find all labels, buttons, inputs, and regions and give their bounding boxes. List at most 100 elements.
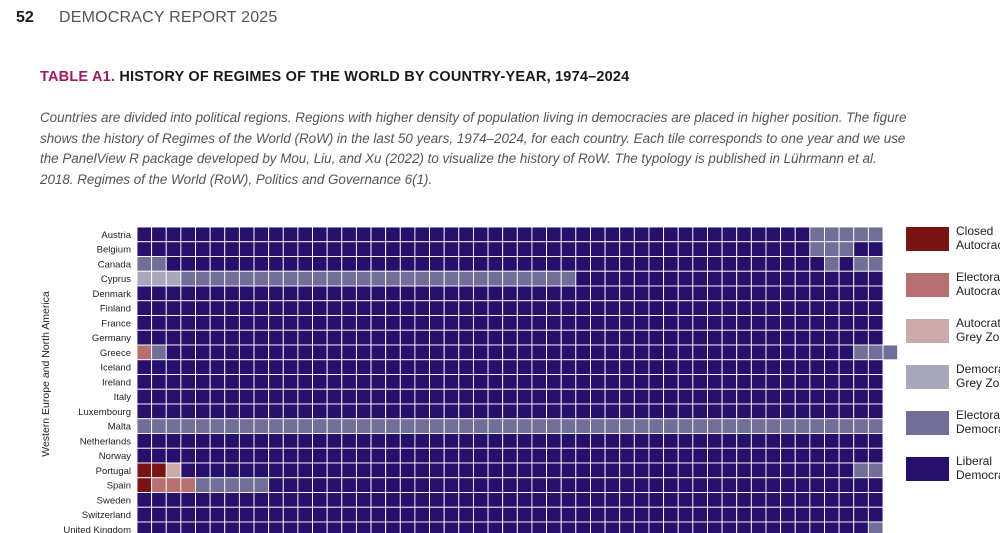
heatmap-cell <box>385 447 401 464</box>
heatmap-cell <box>809 418 825 434</box>
heatmap-cell <box>838 241 855 257</box>
heatmap-cell <box>326 447 343 464</box>
heatmap-cell <box>560 315 577 331</box>
heatmap-cell <box>238 359 255 375</box>
heatmap-cell <box>707 285 723 302</box>
heatmap-cell <box>458 418 474 434</box>
heatmap-cell <box>794 447 811 464</box>
heatmap-cell <box>838 359 855 375</box>
heatmap-cell <box>224 418 240 434</box>
heatmap-cell <box>458 403 474 420</box>
heatmap-cell <box>458 492 474 508</box>
heatmap-cell <box>648 403 665 420</box>
heatmap-cell <box>370 433 387 449</box>
heatmap-cell <box>721 418 738 434</box>
heatmap-cell <box>677 477 694 493</box>
heatmap-cell <box>824 403 840 420</box>
heatmap-cell <box>282 374 299 390</box>
heatmap-cell <box>282 256 299 272</box>
heatmap-cell <box>195 433 211 449</box>
heatmap-cell <box>399 433 416 449</box>
heatmap-cell <box>604 492 621 508</box>
heatmap-cell <box>253 270 270 287</box>
heatmap-cell <box>809 462 825 479</box>
heatmap-cell <box>487 226 504 243</box>
heatmap-cell <box>516 462 533 479</box>
heatmap-cell <box>297 315 313 331</box>
heatmap-cell <box>238 241 255 257</box>
heatmap-cell <box>794 462 811 479</box>
heatmap-cell <box>867 226 884 243</box>
heatmap-cell <box>429 300 445 316</box>
heatmap-cell <box>443 403 460 420</box>
heatmap-cell <box>765 447 782 464</box>
heatmap-cell <box>780 270 796 287</box>
heatmap-cell <box>560 388 577 405</box>
heatmap-cell <box>355 403 372 420</box>
heatmap-cell <box>619 226 635 243</box>
heatmap-cell <box>209 300 226 316</box>
heatmap-cell <box>765 374 782 390</box>
heatmap-cell <box>838 462 855 479</box>
heatmap-cell <box>502 300 518 316</box>
heatmap-cell <box>209 226 226 243</box>
heatmap-cell <box>516 374 533 390</box>
heatmap-cell <box>326 241 343 257</box>
heatmap-cell <box>516 315 533 331</box>
heatmap-cell <box>838 256 855 272</box>
heatmap-cell <box>180 374 196 390</box>
heatmap-cell <box>195 492 211 508</box>
heatmap-cell <box>341 447 357 464</box>
heatmap-cell <box>867 492 884 508</box>
heatmap-cell <box>516 256 533 272</box>
heatmap-cell <box>355 374 372 390</box>
heatmap-cell <box>180 492 196 508</box>
heatmap-cell <box>502 344 518 361</box>
heatmap-cell <box>692 403 708 420</box>
heatmap-cell <box>312 241 328 257</box>
heatmap-cell <box>663 521 679 533</box>
heatmap-cell <box>209 462 226 479</box>
heatmap-cell <box>604 300 621 316</box>
country-label: Austria <box>101 230 131 241</box>
heatmap-cell <box>136 256 153 272</box>
heatmap-cell <box>195 344 211 361</box>
heatmap-cell <box>151 521 167 533</box>
heatmap-cell <box>736 506 752 523</box>
heatmap-cell <box>853 359 869 375</box>
heatmap-cell <box>853 241 869 257</box>
heatmap-cell <box>663 418 679 434</box>
legend-swatch <box>906 273 949 297</box>
legend-label: Liberal Democracy <box>956 454 1000 482</box>
heatmap-cell <box>253 521 270 533</box>
heatmap-cell <box>458 329 474 346</box>
heatmap-cell <box>385 374 401 390</box>
heatmap-cell <box>765 477 782 493</box>
heatmap-cell <box>443 329 460 346</box>
heatmap-cell <box>195 447 211 464</box>
heatmap-cell <box>780 506 796 523</box>
heatmap-cell <box>443 256 460 272</box>
legend-label: Closed Autocracy <box>956 224 1000 252</box>
heatmap-cell <box>268 492 284 508</box>
heatmap-cell <box>750 462 767 479</box>
heatmap-cell <box>136 506 153 523</box>
heatmap-cell <box>385 521 401 533</box>
heatmap-cell <box>765 285 782 302</box>
heatmap-cell <box>414 433 431 449</box>
heatmap-cell <box>824 329 840 346</box>
heatmap-cell <box>341 359 357 375</box>
heatmap-cell <box>531 374 548 390</box>
heatmap-cell <box>780 226 796 243</box>
heatmap-cell <box>648 226 665 243</box>
heatmap-cell <box>385 285 401 302</box>
heatmap-cell <box>824 359 840 375</box>
heatmap-cell <box>385 329 401 346</box>
heatmap-cell <box>619 447 635 464</box>
heatmap-cell <box>238 226 255 243</box>
heatmap-cell <box>721 462 738 479</box>
heatmap-cell <box>677 403 694 420</box>
heatmap-cell <box>297 359 313 375</box>
heatmap-cell <box>619 315 635 331</box>
heatmap-cell <box>502 492 518 508</box>
